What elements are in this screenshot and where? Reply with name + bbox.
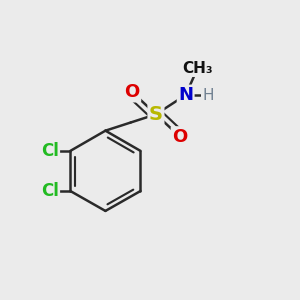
Text: O: O [124,83,140,101]
Text: Cl: Cl [41,182,59,200]
Text: Cl: Cl [41,142,59,160]
Text: O: O [172,128,187,146]
Text: H: H [202,88,214,103]
Text: N: N [178,86,193,104]
Text: CH₃: CH₃ [182,61,213,76]
Text: S: S [149,105,163,124]
